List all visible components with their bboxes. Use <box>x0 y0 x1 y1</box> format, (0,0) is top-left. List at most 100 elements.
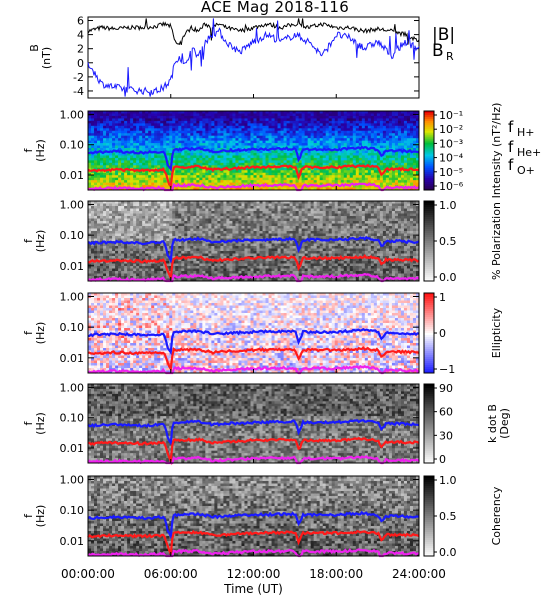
spectrogram-cell <box>121 224 124 227</box>
spectrogram-cell <box>281 151 284 154</box>
spectrogram-cell <box>109 131 112 134</box>
spectrogram-cell <box>278 170 281 173</box>
spectrogram-cell <box>223 158 226 161</box>
spectrogram-cell <box>175 221 178 224</box>
spectrogram-cell <box>94 118 97 121</box>
spectrogram-cell <box>244 143 247 146</box>
spectrogram-cell <box>275 113 278 116</box>
spectrogram-cell <box>241 143 244 146</box>
spectrogram-cell <box>317 116 320 119</box>
spectrogram-cell <box>184 251 187 254</box>
spectrogram-cell <box>329 116 332 119</box>
spectrogram-cell <box>133 155 136 158</box>
spectrogram-cell <box>154 216 157 219</box>
spectrogram-cell <box>112 236 115 239</box>
spectrogram-cell <box>220 173 223 176</box>
spectrogram-cell <box>269 126 272 129</box>
spectrogram-cell <box>211 146 214 149</box>
spectrogram-cell <box>413 133 416 136</box>
spectrogram-cell <box>214 170 217 173</box>
spectrogram-cell <box>205 173 208 176</box>
spectrogram-cell <box>151 175 154 178</box>
spectrogram-cell <box>196 151 199 154</box>
spectrogram-cell <box>404 183 407 186</box>
spectrogram-cell <box>211 141 214 144</box>
spectrogram-cell <box>287 173 290 176</box>
spectrogram-cell <box>133 158 136 161</box>
spectrogram-cell <box>127 165 130 168</box>
spectrogram-cell <box>202 128 205 131</box>
spectrogram-cell <box>281 141 284 144</box>
spectrogram-cell <box>371 133 374 136</box>
spectrogram-cell <box>106 249 109 252</box>
spectrogram-cell <box>127 206 130 209</box>
spectrogram-cell <box>190 133 193 136</box>
spectrogram-cell <box>169 229 172 232</box>
spectrogram-cell <box>290 175 293 178</box>
spectrogram-cell <box>160 178 163 181</box>
spectrogram-cell <box>148 126 151 129</box>
spectrogram-cell <box>109 234 112 237</box>
spectrogram-cell <box>106 173 109 176</box>
spectrogram-cell <box>94 138 97 141</box>
spectrogram-cell <box>133 211 136 214</box>
spectrogram-cell <box>217 118 220 121</box>
spectrogram-cell <box>157 206 160 209</box>
spectrogram-cell <box>97 256 100 259</box>
spectrogram-cell <box>199 224 202 227</box>
spectrogram-cell <box>287 123 290 126</box>
spectrogram-cell <box>163 116 166 119</box>
spectrogram-cell <box>235 123 238 126</box>
spectrogram-cell <box>124 143 127 146</box>
spectrogram-cell <box>94 148 97 151</box>
spectrogram-cell <box>190 143 193 146</box>
spectrogram-cell <box>226 143 229 146</box>
spectrogram-cell <box>350 116 353 119</box>
spectrogram-cell <box>196 234 199 237</box>
spectrogram-cell <box>121 274 124 277</box>
spectrogram-cell <box>365 131 368 134</box>
spectrogram-cell <box>139 143 142 146</box>
spectrogram-cell <box>160 214 163 217</box>
spectrogram-cell <box>368 113 371 116</box>
spectrogram-cell <box>88 229 91 232</box>
spectrogram-cell <box>199 133 202 136</box>
spectrogram-cell <box>389 155 392 158</box>
spectrogram-cell <box>365 160 368 163</box>
spectrogram-cell <box>311 173 314 176</box>
spectrogram-cell <box>187 180 190 183</box>
spectrogram-cell <box>238 163 241 166</box>
spectrogram-cell <box>88 219 91 222</box>
spectrogram-cell <box>199 160 202 163</box>
spectrogram-cell <box>178 136 181 139</box>
spectrogram-cell <box>91 165 94 168</box>
spectrogram-cell <box>371 123 374 126</box>
spectrogram-cell <box>368 118 371 121</box>
spectrogram-cell <box>359 118 362 121</box>
spectrogram-cell <box>175 153 178 156</box>
spectrogram-cell <box>160 153 163 156</box>
spectrogram-cell <box>100 138 103 141</box>
spectrogram-cell <box>241 155 244 158</box>
spectrogram-cell <box>284 180 287 183</box>
spectrogram-cell <box>202 251 205 254</box>
spectrogram-cell <box>109 254 112 257</box>
spectrogram-cell <box>184 229 187 232</box>
spectrogram-cell <box>266 155 269 158</box>
spectrogram-cell <box>106 266 109 269</box>
spectrogram-cell <box>350 180 353 183</box>
spectrogram-cell <box>290 155 293 158</box>
spectrogram-cell <box>115 113 118 116</box>
spectrogram-cell <box>208 234 211 237</box>
spectrogram-cell <box>127 123 130 126</box>
spectrogram-cell <box>133 251 136 254</box>
spectrogram-cell <box>232 143 235 146</box>
spectrogram-cell <box>302 133 305 136</box>
spectrogram-cell <box>410 160 413 163</box>
spectrogram-cell <box>401 116 404 119</box>
spectrogram-cell <box>290 116 293 119</box>
spectrogram-cell <box>196 153 199 156</box>
spectrogram-cell <box>398 146 401 149</box>
spectrogram-cell <box>124 271 127 274</box>
spectrogram-cell <box>374 128 377 131</box>
